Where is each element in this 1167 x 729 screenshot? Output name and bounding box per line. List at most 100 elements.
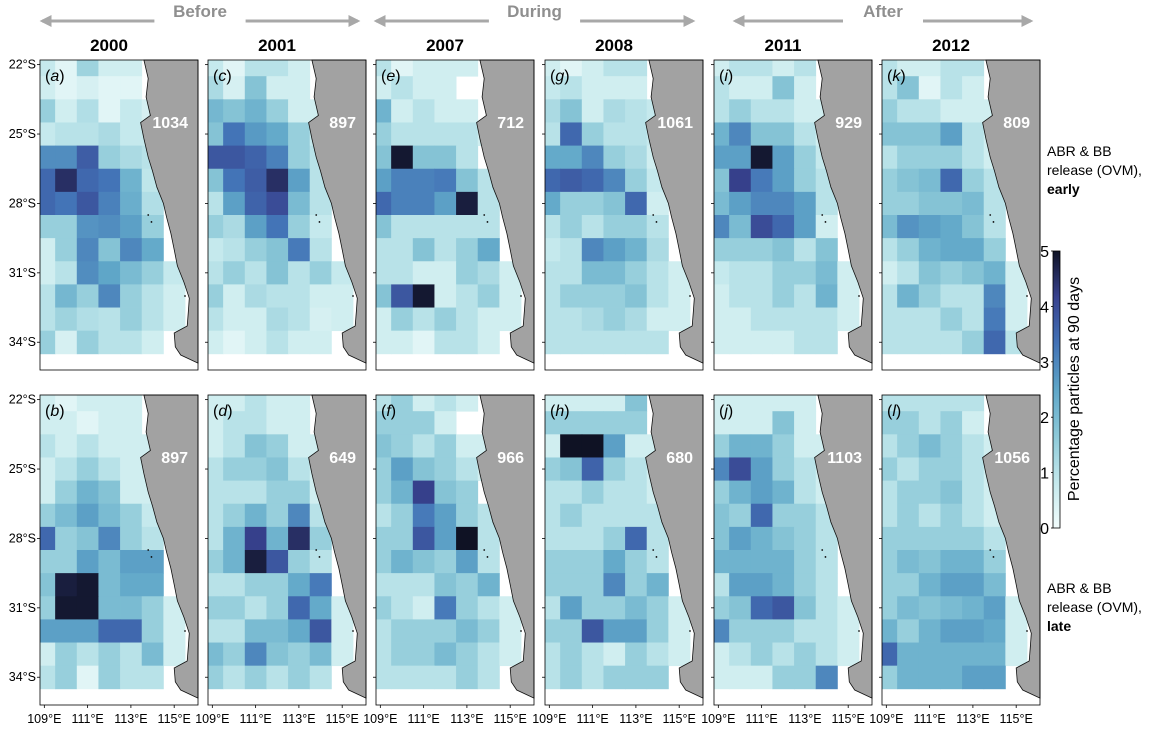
heat-cell — [55, 503, 78, 528]
heat-cell — [40, 307, 56, 332]
heat-cell — [141, 665, 164, 690]
heat-cell — [208, 307, 224, 332]
heat-cell — [560, 76, 583, 100]
heat-cell — [266, 526, 289, 551]
lon-tick-label: 111°E — [407, 712, 439, 726]
heat-cell — [714, 168, 730, 193]
heat-cell — [794, 434, 817, 458]
heat-cell — [141, 238, 164, 262]
heat-cell — [940, 503, 963, 528]
heat-cell — [309, 550, 332, 574]
panel-label: (e) — [381, 68, 401, 85]
heat-cell — [163, 642, 186, 667]
heat-cell — [477, 238, 500, 262]
heat-cell — [729, 503, 752, 528]
heat-cell — [897, 99, 920, 123]
heat-cell — [729, 99, 752, 123]
heat-cell — [625, 168, 648, 193]
heat-cell — [40, 526, 56, 551]
heat-cell — [391, 596, 414, 620]
heat-cell — [376, 76, 392, 100]
island-mark — [483, 214, 486, 216]
heat-cell — [223, 526, 246, 551]
heat-cell — [882, 99, 898, 123]
panel-label: (d) — [213, 403, 233, 420]
heat-cell — [581, 191, 604, 216]
heat-cell — [40, 261, 56, 285]
heat-cell — [772, 526, 795, 551]
heat-cell — [376, 619, 392, 643]
heat-cell — [40, 619, 56, 643]
heat-cell — [625, 503, 648, 528]
phase-label: During — [507, 2, 562, 21]
lon-tick-label: 113°E — [282, 712, 315, 726]
heat-cell — [223, 550, 246, 574]
heat-cell — [98, 573, 121, 597]
heat-cell — [309, 573, 332, 597]
heat-cell — [55, 573, 78, 597]
island-mark — [486, 221, 489, 223]
heat-cell — [940, 76, 963, 100]
heat-cell — [750, 238, 773, 262]
heat-cell — [882, 619, 898, 643]
heat-cell — [223, 395, 246, 412]
heat-cell — [266, 480, 289, 505]
heat-cell — [456, 307, 479, 332]
heat-cell — [918, 550, 941, 574]
heat-cell — [750, 665, 773, 690]
heat-cell — [714, 665, 730, 690]
heat-cell — [983, 215, 1006, 239]
panel-h: (h) 680 — [544, 394, 704, 706]
heat-cell — [918, 480, 941, 505]
heat-cell — [714, 261, 730, 285]
year-label: 2011 — [765, 36, 802, 55]
heat-cell — [897, 60, 920, 77]
heat-cell — [962, 503, 985, 528]
heat-cell — [729, 76, 752, 100]
heat-cell — [331, 284, 354, 308]
heat-cell — [625, 191, 648, 216]
heat-cell — [208, 76, 224, 100]
heat-cell — [882, 60, 898, 77]
heat-cell — [581, 395, 604, 412]
heat-cell — [772, 550, 795, 574]
heat-cell — [750, 573, 773, 597]
heat-cell — [391, 503, 414, 528]
heat-cell — [940, 168, 963, 193]
heat-cell — [244, 261, 267, 285]
heat-cell — [560, 330, 583, 355]
heat-cell — [603, 99, 626, 123]
heat-cell — [266, 411, 289, 435]
heat-cell — [962, 550, 985, 574]
heat-cell — [714, 122, 730, 146]
heat-cell — [794, 76, 817, 100]
heat-cell — [750, 480, 773, 505]
heat-cell — [412, 76, 435, 100]
heat-cell — [163, 284, 186, 308]
heat-cell — [477, 642, 500, 667]
heat-cell — [55, 307, 78, 332]
island-mark — [483, 549, 486, 551]
heat-cell — [376, 395, 392, 412]
heat-cell — [646, 261, 669, 285]
heat-cell — [376, 238, 392, 262]
heat-cell — [581, 411, 604, 435]
heat-cell — [208, 573, 224, 597]
year-headers: 2000 2001 2007 2008 2011 2012 — [90, 36, 970, 55]
heat-cell — [714, 503, 730, 528]
heat-cell — [897, 191, 920, 216]
heat-cell — [55, 215, 78, 239]
heat-cell — [750, 503, 773, 528]
heat-cell — [646, 215, 669, 239]
heat-cell — [560, 619, 583, 643]
heat-cell — [545, 145, 561, 170]
heat-cell — [1005, 307, 1028, 332]
heat-cell — [897, 122, 920, 146]
panel-frame — [375, 59, 535, 371]
heat-cell — [120, 573, 143, 597]
heat-cell — [772, 642, 795, 667]
heat-cell — [815, 330, 838, 355]
row-label-line3: late — [1047, 618, 1071, 634]
heat-cell — [55, 330, 78, 355]
heat-cell — [545, 307, 561, 332]
